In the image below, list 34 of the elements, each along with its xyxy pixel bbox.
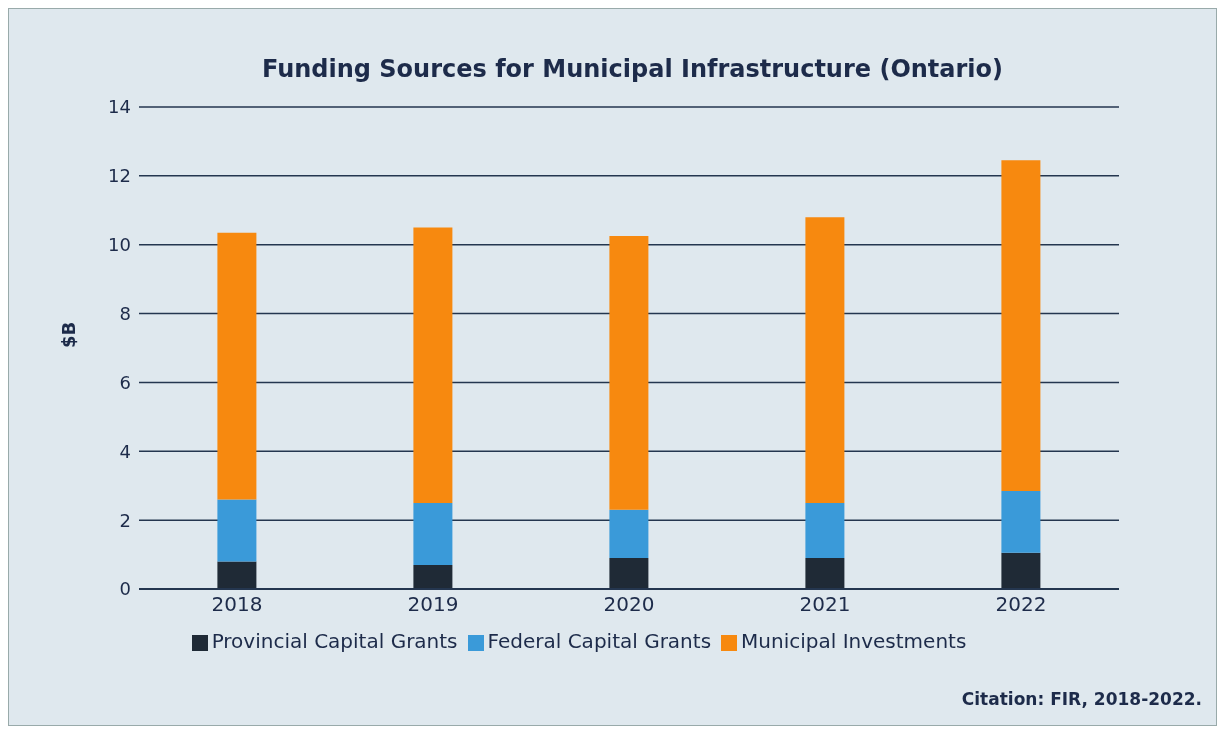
bar [1001,552,1041,589]
bar [217,232,257,500]
y-tick-label: 2 [119,509,131,531]
bar [413,227,453,503]
text: Citation: FIR, 2018-2022. [961,689,1202,709]
bar [805,217,845,503]
bar [805,558,845,589]
chart-title: Funding Sources for Municipal Infrastructure (Ontario) [260,54,1005,83]
y-tick-label: 12 [108,165,131,187]
bar [413,564,453,589]
legend-label: Municipal Investments [741,629,967,653]
bar [609,509,649,559]
bar [609,558,649,589]
bar [413,502,453,565]
bar [1001,490,1041,553]
y-tick-label: 0 [119,578,131,600]
bar [217,499,257,562]
bar [609,236,649,510]
legend-label: Federal Capital Grants [487,629,712,653]
bar [1001,160,1041,491]
y-tick-label: 10 [108,234,131,256]
bar [805,502,845,559]
x-tick-label: 2022 [995,592,1047,617]
x-tick-label: 2020 [603,592,655,617]
y-tick-label: 6 [119,371,131,393]
x-tick-label: 2018 [211,592,263,617]
y-tick-label: 14 [108,96,131,118]
y-tick-label: 4 [119,440,131,462]
bar [217,561,257,589]
y-axis-title: $B [58,321,80,348]
x-tick-label: 2021 [799,592,851,617]
y-tick-label: 8 [119,302,131,324]
legend-label: Provincial Capital Grants [211,629,458,653]
x-tick-label: 2019 [407,592,459,617]
